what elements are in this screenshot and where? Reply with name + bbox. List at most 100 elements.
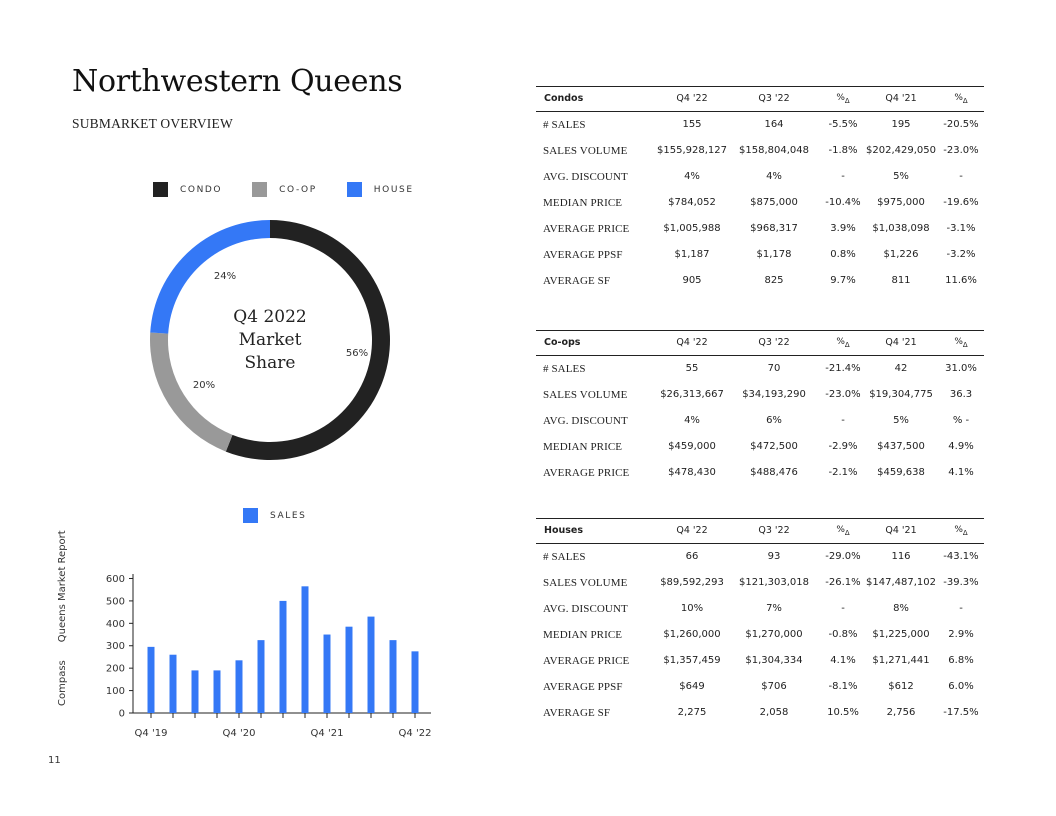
table-cell: 9.7% bbox=[830, 275, 856, 286]
table-cell: - bbox=[841, 603, 845, 614]
row-label: MEDIAN PRICE bbox=[543, 441, 623, 453]
row-label: AVERAGE PRICE bbox=[543, 223, 630, 235]
table-cell: 2,756 bbox=[886, 707, 916, 718]
row-label: AVERAGE SF bbox=[543, 707, 611, 719]
column-header-label: Q3 '22 bbox=[758, 93, 790, 104]
legend-label-coop: CO-OP bbox=[279, 184, 317, 195]
table-cell: -2.1% bbox=[828, 467, 858, 478]
table-row: MEDIAN PRICE $1,260,000 $1,270,000 -0.8% $1,… bbox=[536, 622, 984, 648]
legend-swatch-sales bbox=[243, 508, 258, 523]
legend-label-condo: CONDO bbox=[180, 184, 223, 195]
table-condos: Condos Q4 '22 Q3 '22 %Δ Q4 '21 %Δ # SALES 155 16… bbox=[536, 86, 984, 294]
column-header-label: % bbox=[836, 337, 845, 347]
table-row: SALES VOLUME $26,313,667 $34,193,290 -23.0%… bbox=[536, 382, 984, 408]
row-label: AVERAGE SF bbox=[543, 275, 611, 287]
row-label: # SALES bbox=[543, 119, 586, 131]
delta-icon: Δ bbox=[962, 340, 968, 349]
table-cell: 31.0% bbox=[945, 363, 977, 374]
table-cell: 2.9% bbox=[948, 629, 974, 640]
table-cell: $612 bbox=[888, 681, 914, 692]
table-cell: 10% bbox=[680, 603, 704, 614]
bar bbox=[257, 640, 265, 713]
side-label-report: Queens Market Report bbox=[57, 530, 68, 643]
table-cell: $1,178 bbox=[756, 249, 792, 260]
table-cell: -0.8% bbox=[828, 629, 858, 640]
column-header: Q4 '22 bbox=[647, 337, 737, 348]
table-cell: % - bbox=[952, 415, 970, 426]
donut-slice-coop bbox=[150, 332, 233, 452]
y-tick-label: 600 bbox=[106, 574, 125, 585]
table-cell: $1,271,441 bbox=[872, 655, 930, 666]
delta-icon: Δ bbox=[844, 340, 850, 349]
table-row: MEDIAN PRICE $784,052 $875,000 -10.4% $975,0… bbox=[536, 190, 984, 216]
table-cell: 4% bbox=[684, 171, 700, 182]
y-tick-label: 200 bbox=[106, 664, 125, 675]
table-row: SALES VOLUME $89,592,293 $121,303,018 -26.1… bbox=[536, 570, 984, 596]
donut-legend: CONDO CO-OP HOUSE bbox=[153, 182, 444, 197]
delta-icon: Δ bbox=[962, 96, 968, 105]
bar bbox=[389, 640, 397, 713]
column-header: %Δ bbox=[798, 525, 888, 537]
column-header: Q3 '22 bbox=[729, 93, 819, 104]
table-cell: 5% bbox=[893, 171, 909, 182]
donut-label-coop: 20% bbox=[193, 380, 215, 391]
table-cell: $1,005,988 bbox=[663, 223, 721, 234]
table-cell: 2,058 bbox=[759, 707, 789, 718]
table-cell: 55 bbox=[685, 363, 699, 374]
table-cell: 10.5% bbox=[827, 707, 859, 718]
donut-label-condo: 56% bbox=[346, 348, 368, 359]
column-header-label: Q4 '21 bbox=[885, 337, 917, 348]
table-title: Condos bbox=[544, 93, 584, 104]
page-title: Northwestern Queens bbox=[72, 64, 403, 99]
table-cell: -29.0% bbox=[825, 551, 861, 562]
x-tick-label: Q4 '22 bbox=[399, 728, 432, 739]
table-cell: -5.5% bbox=[828, 119, 858, 130]
bar bbox=[279, 600, 287, 713]
table-cell: $26,313,667 bbox=[660, 389, 724, 400]
row-label: # SALES bbox=[543, 551, 586, 563]
table-cell: 6% bbox=[766, 415, 782, 426]
table-cell: 5% bbox=[893, 415, 909, 426]
row-label: AVERAGE PPSF bbox=[543, 249, 623, 261]
table-cell: 905 bbox=[682, 275, 702, 286]
table-cell: $968,317 bbox=[750, 223, 798, 234]
table-cell: $437,500 bbox=[877, 441, 925, 452]
table-cell: 4% bbox=[766, 171, 782, 182]
table-cell: $1,270,000 bbox=[745, 629, 803, 640]
table-header: Houses Q4 '22 Q3 '22 %Δ Q4 '21 %Δ bbox=[536, 518, 984, 544]
legend-label-house: HOUSE bbox=[373, 184, 414, 195]
column-header: Q4 '21 bbox=[856, 93, 946, 104]
column-header-label: % bbox=[954, 525, 963, 535]
bar bbox=[323, 634, 331, 713]
legend-label-sales: SALES bbox=[270, 510, 307, 521]
legend-swatch-coop bbox=[252, 182, 268, 197]
table-cell: $1,225,000 bbox=[872, 629, 930, 640]
table-cell: -17.5% bbox=[943, 707, 979, 718]
delta-icon: Δ bbox=[844, 528, 850, 537]
table-cell: $472,500 bbox=[750, 441, 798, 452]
column-header: Q3 '22 bbox=[729, 525, 819, 536]
table-cell: $202,429,050 bbox=[866, 145, 936, 156]
table-cell: $19,304,775 bbox=[869, 389, 933, 400]
row-label: AVERAGE PPSF bbox=[543, 681, 623, 693]
side-label: Compass Queens Market Report bbox=[57, 512, 68, 706]
table-row: AVERAGE SF 905 825 9.7% 811 11.6% bbox=[536, 268, 984, 294]
table-row: AVERAGE PRICE $478,430 $488,476 -2.1% $459,6… bbox=[536, 460, 984, 486]
delta-icon: Δ bbox=[962, 528, 968, 537]
table-cell: $649 bbox=[679, 681, 705, 692]
donut-slice-house bbox=[150, 220, 270, 334]
table-cell: 70 bbox=[767, 363, 781, 374]
column-header-label: Q4 '21 bbox=[885, 93, 917, 104]
table-cell: $1,357,459 bbox=[663, 655, 721, 666]
y-tick-label: 100 bbox=[106, 686, 125, 697]
donut-center-line-3: Share bbox=[245, 353, 296, 373]
table-row: AVERAGE PRICE $1,005,988 $968,317 3.9% $1,03… bbox=[536, 216, 984, 242]
bar-legend: SALES bbox=[243, 508, 336, 523]
table-coops: Co-ops Q4 '22 Q3 '22 %Δ Q4 '21 %Δ # SALES 55 70-… bbox=[536, 330, 984, 486]
table-cell: -3.1% bbox=[946, 223, 976, 234]
table-cell: -2.9% bbox=[828, 441, 858, 452]
table-row: SALES VOLUME $155,928,127 $158,804,048 -1.8… bbox=[536, 138, 984, 164]
column-header: Q3 '22 bbox=[729, 337, 819, 348]
